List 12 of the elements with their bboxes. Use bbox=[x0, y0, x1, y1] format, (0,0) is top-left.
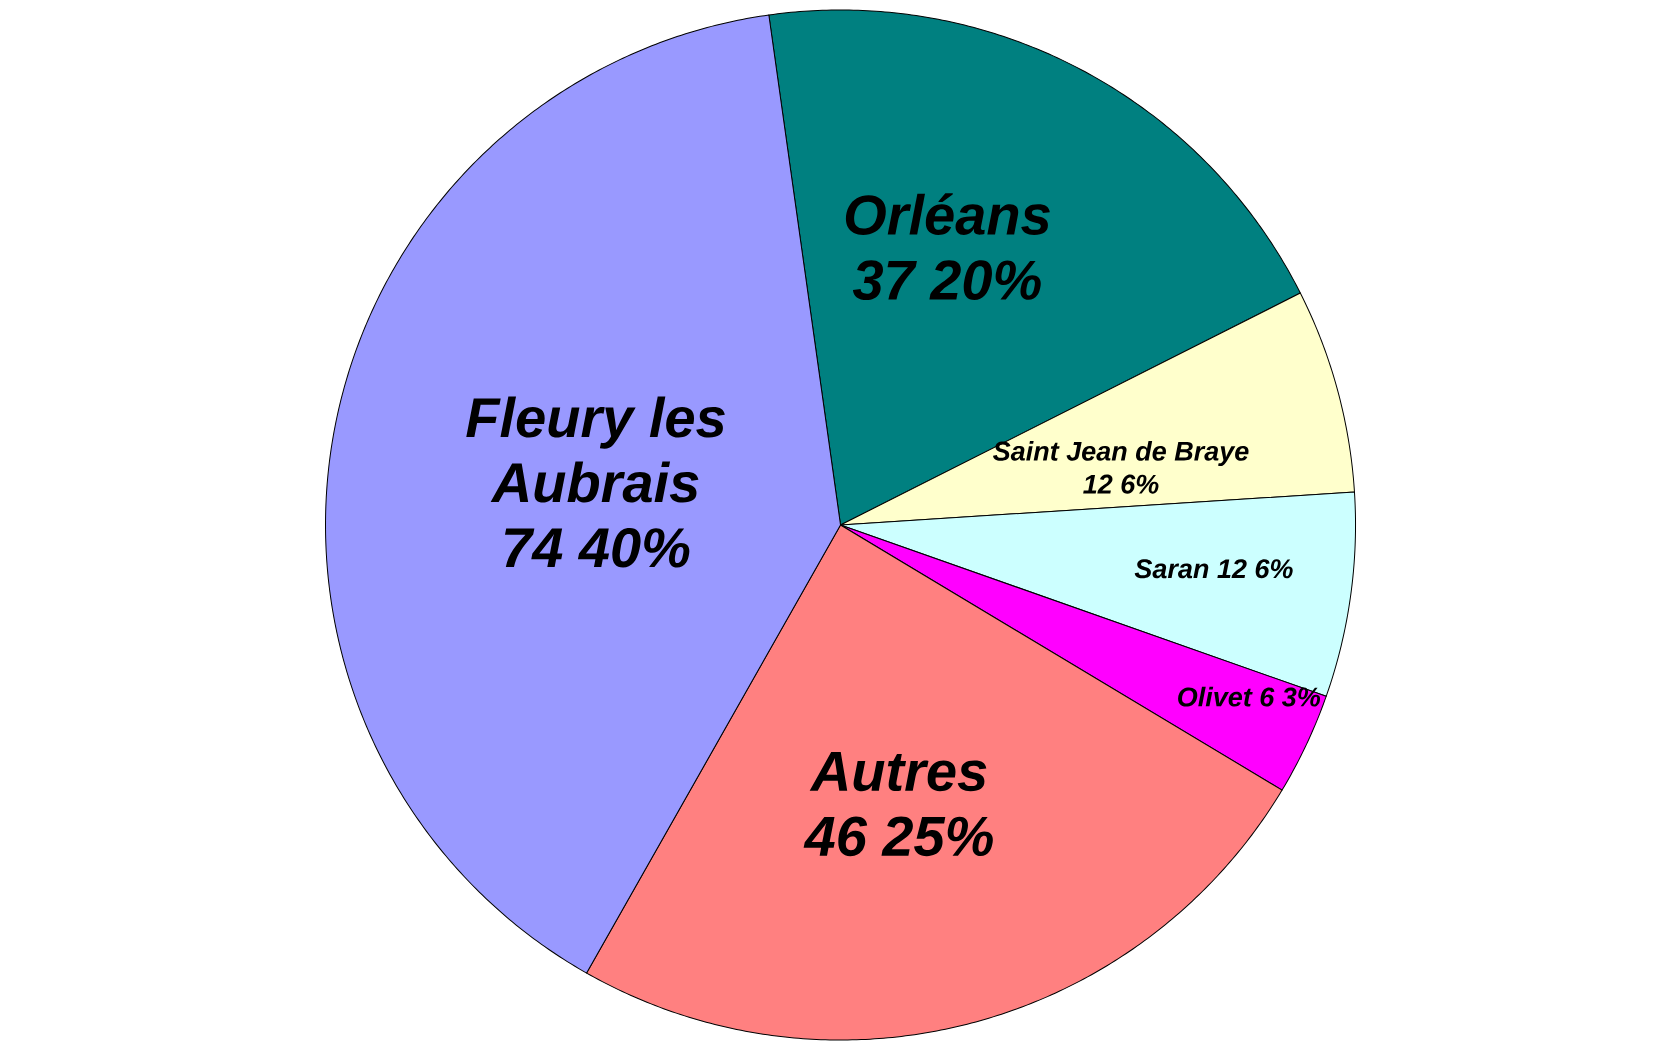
data-label: 12 6% bbox=[1083, 474, 1159, 494]
data-label: 6 3% bbox=[1260, 687, 1321, 707]
slice-label: Orléans bbox=[845, 193, 1050, 235]
slice-label: Saran bbox=[1134, 559, 1209, 579]
data-label: 12 6% bbox=[1217, 559, 1293, 579]
slice-label: Fleury les Aubrais bbox=[466, 396, 725, 503]
slice-label: Saint Jean de Braye bbox=[993, 440, 1249, 467]
slice-label: Olivet bbox=[1178, 686, 1253, 707]
slice-label: Autres bbox=[809, 752, 987, 792]
data-label: 46 25% bbox=[803, 816, 993, 857]
data-label: 37 20% bbox=[852, 260, 1041, 300]
data-label: 74 40% bbox=[504, 527, 690, 568]
